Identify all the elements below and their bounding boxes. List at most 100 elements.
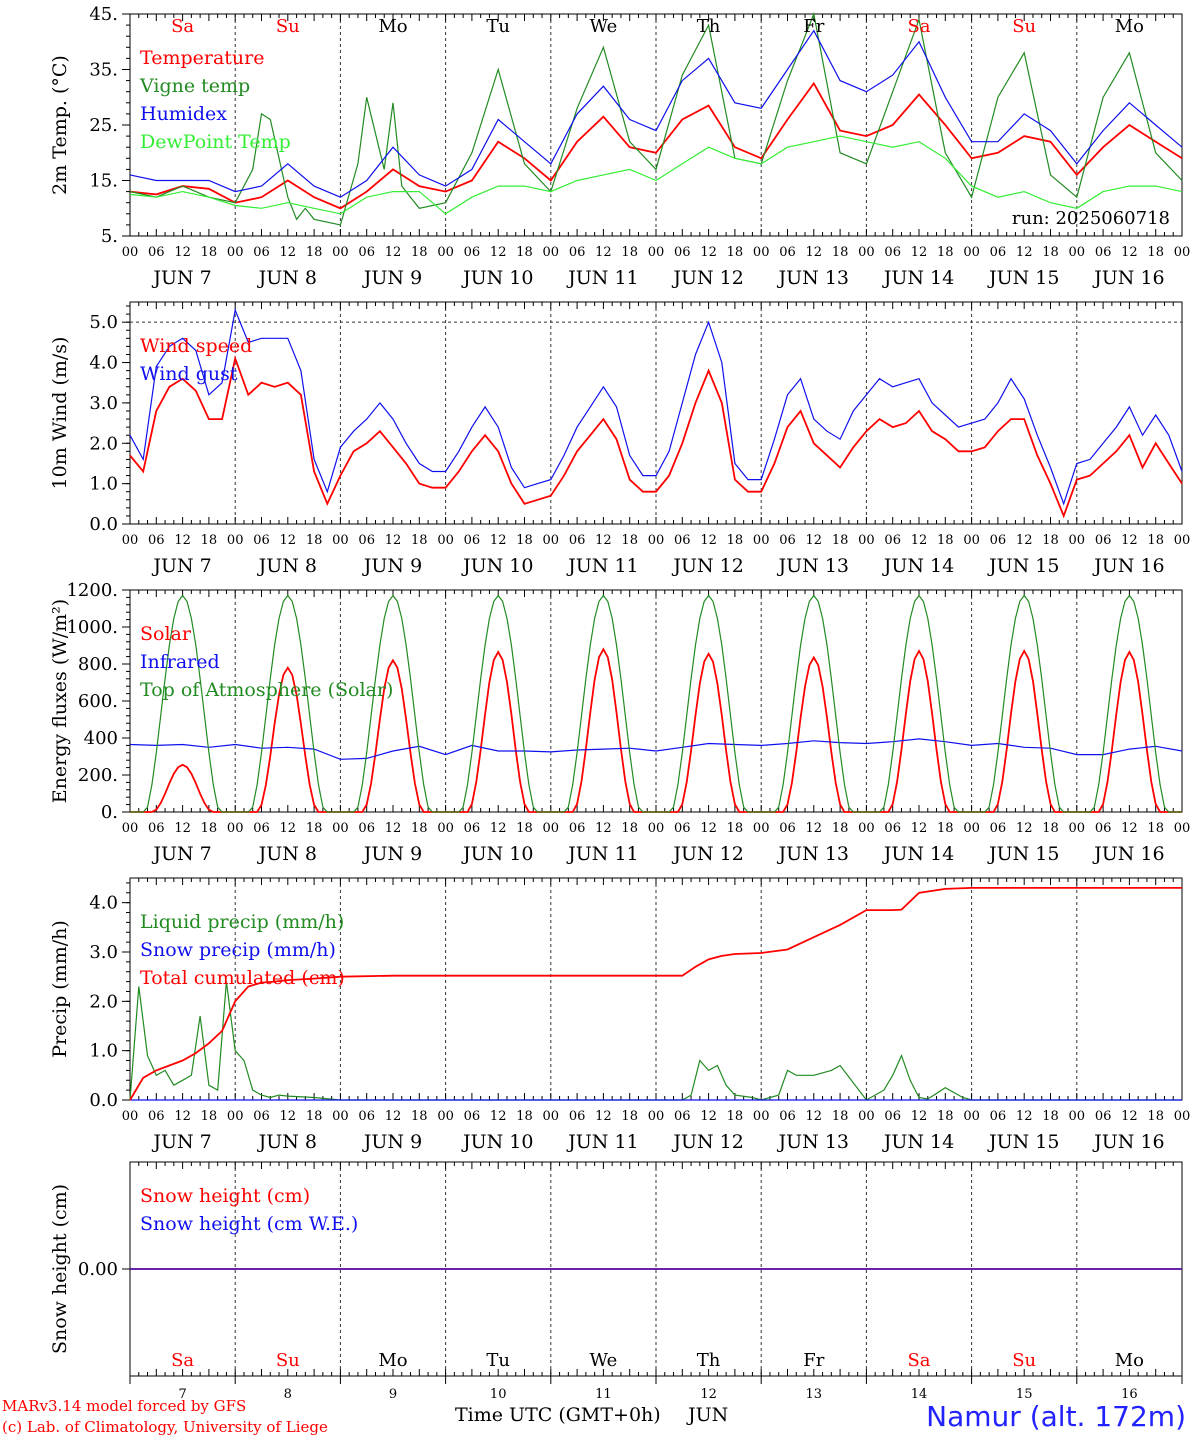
x-hour-label: 06 bbox=[358, 245, 375, 260]
x-hour-label: 12 bbox=[806, 533, 823, 548]
x-hour-label: 18 bbox=[306, 821, 323, 836]
x-hour-label: 18 bbox=[727, 533, 744, 548]
x-hour-label: 18 bbox=[1147, 821, 1164, 836]
x-hour-label: 12 bbox=[806, 1109, 823, 1124]
x-hour-label: 12 bbox=[1121, 533, 1138, 548]
x-hour-label: 06 bbox=[990, 821, 1007, 836]
x-hour-label: 06 bbox=[884, 533, 901, 548]
x-hour-label: 00 bbox=[1174, 245, 1191, 260]
x-hour-label: 00 bbox=[1069, 1109, 1086, 1124]
x-hour-label: 00 bbox=[332, 821, 349, 836]
y-tick-label: 1.0 bbox=[89, 1041, 118, 1062]
x-day-label: JUN 14 bbox=[882, 1131, 954, 1153]
x-hour-label: 00 bbox=[122, 1109, 139, 1124]
x-day-label: JUN 9 bbox=[362, 267, 422, 289]
x-hour-label: 00 bbox=[1069, 533, 1086, 548]
weekday-label: Tu bbox=[486, 1350, 510, 1371]
y-tick-label: 200. bbox=[78, 765, 118, 786]
y-tick-label: 0. bbox=[101, 802, 118, 823]
x-day-label: JUN 13 bbox=[777, 1131, 849, 1153]
x-hour-label: 12 bbox=[595, 245, 612, 260]
x-hour-label: 06 bbox=[990, 533, 1007, 548]
weekday-label: Su bbox=[1012, 1350, 1036, 1371]
series-line-humidex bbox=[129, 29, 1183, 198]
legend-entry: Solar bbox=[140, 623, 192, 645]
x-hour-label: 18 bbox=[621, 1109, 638, 1124]
y-tick-label: 5.0 bbox=[89, 312, 118, 333]
weekday-label: Mo bbox=[378, 1350, 407, 1371]
x-hour-label: 18 bbox=[516, 533, 533, 548]
x-hour-label: 12 bbox=[595, 533, 612, 548]
x-hour-label: 06 bbox=[674, 245, 691, 260]
x-hour-label: 00 bbox=[858, 1109, 875, 1124]
x-hour-label: 00 bbox=[437, 533, 454, 548]
x-day-label: JUN 14 bbox=[882, 267, 954, 289]
x-hour-label: 00 bbox=[963, 533, 980, 548]
meteogram-chart: 5. 15. 25. 35. 45. 2m Temp. (°C) 00 06 12 18 JUN 7… bbox=[49, 4, 1191, 1400]
y-tick-label: 3.0 bbox=[89, 393, 118, 414]
x-hour-label: 12 bbox=[385, 245, 402, 260]
x-hour-label: 00 bbox=[437, 1109, 454, 1124]
x-hour-label: 18 bbox=[1042, 821, 1059, 836]
legend-entry: DewPoint Temp bbox=[140, 131, 291, 153]
x-day-number: 15 bbox=[1016, 1387, 1033, 1400]
y-tick-label: 2.0 bbox=[89, 433, 118, 454]
x-hour-label: 00 bbox=[437, 821, 454, 836]
x-hour-label: 12 bbox=[595, 821, 612, 836]
x-day-label: JUN 12 bbox=[671, 555, 743, 577]
weekday-label: Sa bbox=[907, 1350, 930, 1371]
y-tick-label: 4.0 bbox=[89, 353, 118, 374]
series-line-top-of-atmosphere-solar- bbox=[130, 594, 1182, 813]
x-hour-label: 00 bbox=[543, 533, 560, 548]
x-hour-label: 18 bbox=[1147, 1109, 1164, 1124]
x-hour-label: 00 bbox=[858, 533, 875, 548]
x-hour-label: 00 bbox=[1174, 1109, 1191, 1124]
x-day-number: 10 bbox=[490, 1387, 507, 1400]
panel-3 bbox=[122, 589, 1183, 813]
x-hour-label: 12 bbox=[911, 1109, 928, 1124]
x-day-label: JUN 15 bbox=[987, 555, 1059, 577]
x-hour-label: 18 bbox=[411, 821, 428, 836]
y-tick-label: 1200. bbox=[66, 580, 118, 601]
x-day-label: JUN 12 bbox=[671, 267, 743, 289]
x-hour-label: 12 bbox=[1016, 1109, 1033, 1124]
x-hour-label: 06 bbox=[148, 245, 165, 260]
legend-entry: Snow precip (mm/h) bbox=[140, 939, 336, 961]
legend-entry: Top of Atmosphere (Solar) bbox=[140, 679, 393, 701]
x-hour-label: 18 bbox=[1042, 245, 1059, 260]
weekday-label: Su bbox=[276, 1350, 300, 1371]
x-hour-label: 18 bbox=[516, 821, 533, 836]
x-hour-label: 06 bbox=[1095, 821, 1112, 836]
x-day-number: 16 bbox=[1121, 1387, 1138, 1400]
x-hour-label: 00 bbox=[227, 1109, 244, 1124]
x-hour-label: 00 bbox=[648, 1109, 665, 1124]
x-day-label: JUN 10 bbox=[461, 843, 533, 865]
weekday-label: Fr bbox=[803, 16, 824, 37]
series-line-vigne-temp bbox=[129, 11, 1183, 226]
x-day-number: 9 bbox=[389, 1387, 397, 1400]
x-hour-label: 06 bbox=[253, 1109, 270, 1124]
x-day-label: JUN 10 bbox=[461, 1131, 533, 1153]
x-day-label: JUN 9 bbox=[362, 1131, 422, 1153]
x-hour-label: 12 bbox=[1016, 245, 1033, 260]
x-day-label: JUN 14 bbox=[882, 843, 954, 865]
x-hour-label: 12 bbox=[280, 1109, 297, 1124]
x-day-label: JUN 12 bbox=[671, 1131, 743, 1153]
x-hour-label: 00 bbox=[753, 1109, 770, 1124]
y-axis-label: 10m Wind (m/s) bbox=[49, 337, 71, 490]
x-hour-label: 18 bbox=[411, 533, 428, 548]
weekday-label: Fr bbox=[803, 1350, 824, 1371]
x-hour-label: 06 bbox=[148, 821, 165, 836]
x-hour-label: 00 bbox=[753, 821, 770, 836]
legend-entry: Snow height (cm W.E.) bbox=[140, 1213, 358, 1235]
x-hour-label: 18 bbox=[1042, 1109, 1059, 1124]
x-hour-label: 12 bbox=[911, 245, 928, 260]
x-hour-label: 06 bbox=[358, 821, 375, 836]
y-tick-label: 2.0 bbox=[89, 991, 118, 1012]
x-hour-label: 12 bbox=[911, 821, 928, 836]
x-hour-label: 00 bbox=[543, 821, 560, 836]
x-day-number: 12 bbox=[700, 1387, 717, 1400]
x-hour-label: 12 bbox=[174, 1109, 191, 1124]
x-hour-label: 12 bbox=[385, 821, 402, 836]
series-line-wind-speed bbox=[129, 355, 1183, 519]
